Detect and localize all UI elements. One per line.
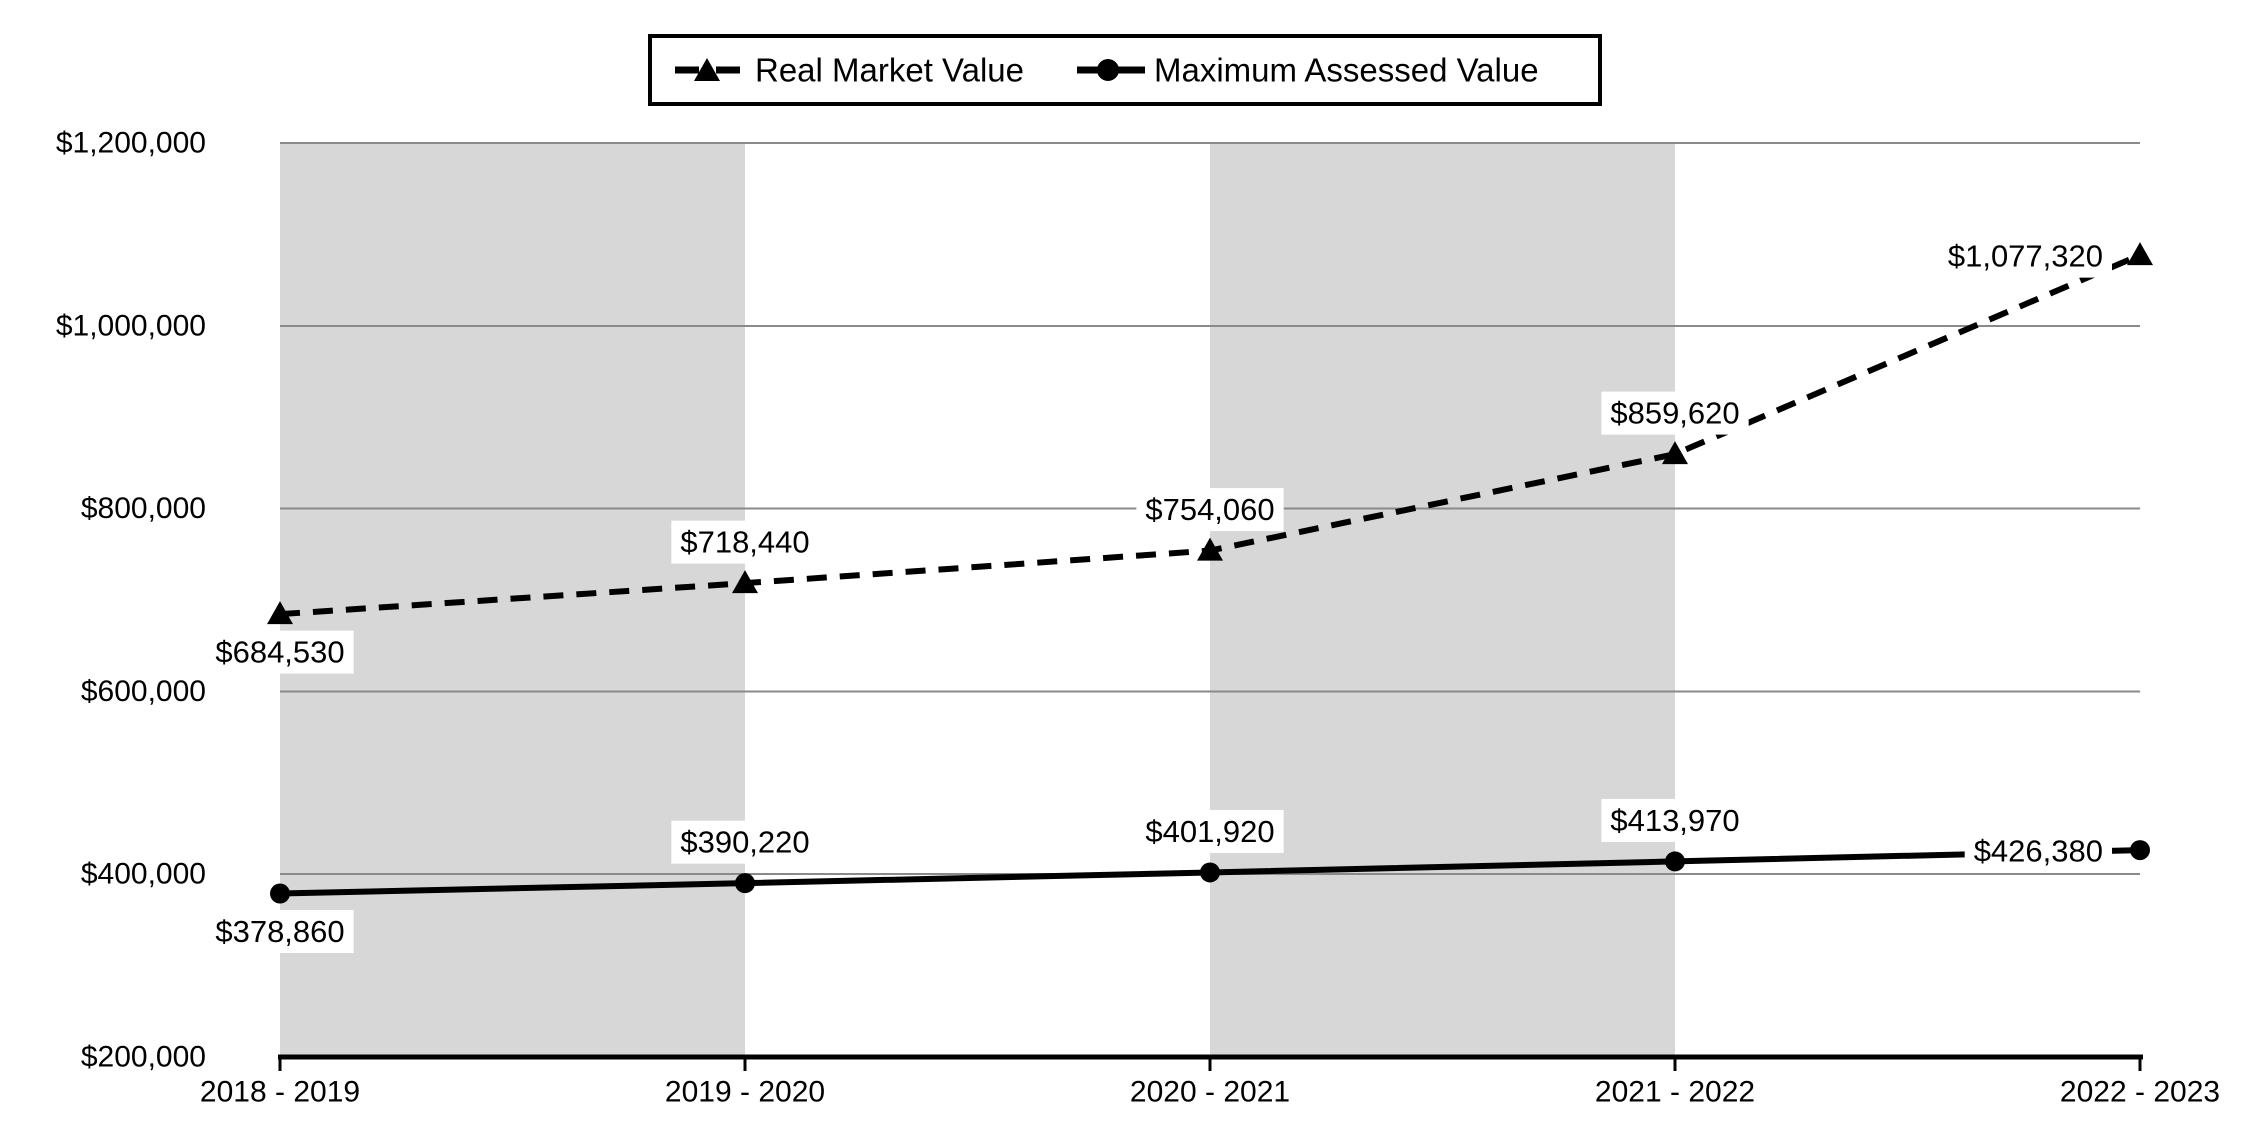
legend: Real Market Value Maximum Assessed Value — [648, 34, 1602, 106]
data-label-text: $413,970 — [1610, 803, 1739, 838]
data-label-bg — [671, 520, 819, 564]
triangle-marker-icon — [1662, 441, 1688, 465]
legend-label: Maximum Assessed Value — [1154, 52, 1539, 89]
data-label: $390,220 — [671, 820, 819, 864]
alt-year-bands — [280, 143, 1675, 1057]
data-label-text: $426,380 — [1974, 834, 2103, 869]
data-label: $426,380 — [1964, 829, 2112, 873]
data-label-bg — [1601, 798, 1749, 842]
x-axis-tick-label: 2019 - 2020 — [665, 1076, 825, 1109]
x-axis-tick-label: 2020 - 2021 — [1130, 1076, 1290, 1109]
data-label-bg — [671, 820, 819, 864]
x-axis-tick-label: 2018 - 2019 — [200, 1076, 360, 1109]
data-label-bg — [1601, 391, 1749, 435]
data-label-bg — [206, 630, 354, 674]
legend-item-maximum-assessed-value: Maximum Assessed Value — [1077, 52, 1539, 89]
data-label: $718,440 — [671, 520, 819, 564]
data-label: $684,530 — [206, 630, 354, 674]
data-label-text: $684,530 — [215, 635, 344, 670]
data-label-text: $859,620 — [1610, 396, 1739, 431]
circle-marker-icon — [1665, 851, 1685, 872]
y-axis-tick-label: $1,000,000 — [56, 309, 206, 342]
y-axis-tick-label: $400,000 — [81, 858, 206, 891]
x-axis-tick-labels: 2018 - 2019 2019 - 2020 2020 - 2021 2021 - … — [200, 1076, 2220, 1109]
data-label-text: $378,860 — [215, 914, 344, 949]
legend-label: Real Market Value — [755, 52, 1024, 89]
y-axis-tick-label: $1,200,000 — [56, 127, 206, 160]
x-axis — [278, 1054, 2143, 1071]
circle-marker-icon — [735, 873, 755, 894]
alt-year-band — [1210, 143, 1675, 1057]
series-lines — [267, 242, 2153, 904]
y-axis-tick-labels: $200,000 $400,000 $600,000 $800,000 $1,000,0… — [56, 127, 206, 1074]
legend-item-real-market-value: Real Market Value — [675, 52, 1024, 89]
data-label-text: $718,440 — [680, 525, 809, 560]
circle-marker-icon — [270, 883, 290, 904]
data-label: $378,860 — [206, 910, 354, 954]
triangle-marker-icon — [267, 601, 293, 625]
triangle-marker-icon — [732, 570, 758, 594]
data-label: $859,620 — [1601, 391, 1749, 435]
data-label-bg — [1136, 809, 1284, 853]
circle-marker-icon — [1097, 59, 1119, 81]
data-label: $1,077,320 — [1938, 234, 2112, 278]
triangle-marker-icon — [694, 58, 720, 81]
triangle-marker-icon — [2127, 242, 2153, 266]
circle-marker-icon — [1200, 862, 1220, 883]
data-label-text: $390,220 — [680, 825, 809, 860]
data-label: $413,970 — [1601, 798, 1749, 842]
data-label-bg — [1964, 829, 2112, 873]
y-axis-tick-label: $800,000 — [81, 492, 206, 525]
data-label-text: $1,077,320 — [1948, 239, 2103, 274]
x-axis-tick-label: 2021 - 2022 — [1595, 1076, 1755, 1109]
data-label-bg — [1938, 234, 2112, 278]
data-label-bg — [1136, 488, 1284, 532]
y-axis-tick-label: $600,000 — [81, 675, 206, 708]
data-label-text: $401,920 — [1145, 814, 1274, 849]
data-label: $401,920 — [1136, 809, 1284, 853]
x-axis-tick-label: 2022 - 2023 — [2060, 1076, 2220, 1109]
data-labels: $684,530 $718,440 $754,060 $859,620 $1,077,3… — [206, 234, 2112, 954]
y-axis-tick-label: $200,000 — [81, 1041, 206, 1074]
data-label: $754,060 — [1136, 488, 1284, 532]
circle-marker-icon — [2130, 840, 2150, 861]
triangle-marker-icon — [1197, 537, 1223, 561]
data-label-bg — [206, 910, 354, 954]
data-label-text: $754,060 — [1145, 492, 1274, 527]
